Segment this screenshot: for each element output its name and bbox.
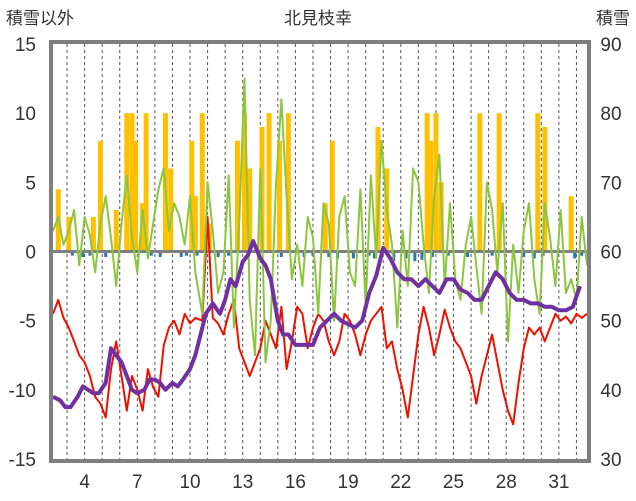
left-ticks: 15 10 5 0 -5 -10 -15	[9, 35, 36, 471]
right-tick-label: 50	[600, 312, 621, 333]
x-ticks: 4 7 10 13 16 19 22 25 28 31	[79, 472, 569, 493]
blue-bar	[580, 251, 584, 256]
orange-bar	[542, 127, 548, 252]
left-tick-label: -15	[9, 450, 36, 471]
blue-bar	[227, 251, 231, 256]
orange-bar	[535, 113, 541, 252]
left-axis-label: 積雪以外	[6, 9, 74, 29]
left-tick-label: -5	[19, 312, 36, 333]
blue-bar	[532, 251, 536, 259]
right-axis-label: 積雪	[596, 9, 630, 29]
x-tick-label: 13	[232, 472, 253, 493]
x-tick-label: 22	[390, 472, 411, 493]
orange-bar	[322, 203, 328, 252]
red-series-line	[52, 215, 588, 426]
blue-bar	[327, 251, 331, 258]
x-tick-label: 25	[443, 472, 464, 493]
orange-bar	[329, 140, 335, 252]
blue-bar	[351, 251, 355, 259]
orange-bar	[477, 113, 483, 252]
left-tick-label: 10	[15, 104, 36, 125]
blue-bar	[404, 251, 408, 259]
orange-bar	[97, 140, 103, 252]
orange-bar	[428, 140, 434, 252]
x-tick-label: 31	[548, 472, 569, 493]
orange-bar	[247, 168, 253, 252]
right-tick-label: 60	[600, 243, 621, 264]
blue-bar	[179, 251, 183, 258]
x-tick-label: 19	[338, 472, 359, 493]
x-tick-label: 16	[285, 472, 306, 493]
blue-bar	[88, 251, 92, 256]
blue-bar	[70, 251, 74, 256]
right-tick-label: 30	[600, 450, 621, 471]
blue-bar	[490, 251, 494, 256]
orange-bar	[568, 196, 574, 252]
blue-bar	[367, 251, 371, 256]
orange-bar	[129, 113, 135, 252]
left-tick-label: 5	[25, 173, 36, 194]
chart-title: 北見枝幸	[284, 9, 352, 29]
blue-bar	[446, 251, 450, 256]
x-tick-label: 28	[496, 472, 517, 493]
right-tick-label: 70	[600, 173, 621, 194]
green-series-line	[52, 77, 588, 364]
orange-bar	[285, 113, 291, 252]
right-ticks: 90 80 70 60 50 40 30	[600, 35, 621, 471]
orange-bar	[234, 140, 240, 252]
blue-bar	[372, 251, 376, 259]
orange-bar	[375, 127, 381, 252]
orange-bar	[143, 113, 149, 252]
right-tick-label: 40	[600, 381, 621, 402]
orange-bar	[90, 216, 96, 252]
blue-bar	[392, 251, 396, 262]
left-tick-label: 15	[15, 35, 36, 56]
blue-bar	[104, 251, 108, 258]
orange-bar	[496, 113, 502, 252]
blue-bar	[158, 251, 162, 258]
left-tick-label: -10	[9, 381, 36, 402]
blue-bar	[522, 251, 526, 258]
blue-bar	[430, 251, 434, 258]
orange-bar	[189, 140, 195, 252]
orange-bar	[424, 113, 430, 252]
orange-bar	[113, 210, 119, 252]
blue-bar	[413, 251, 417, 262]
purple-series-line	[52, 239, 582, 410]
blue-bar	[216, 251, 220, 258]
blue-bar	[420, 251, 424, 260]
left-tick-label: 0	[25, 243, 36, 264]
blue-bar	[149, 251, 153, 256]
orange-bar	[277, 140, 283, 252]
blue-bar	[279, 251, 283, 258]
series-lines	[52, 77, 588, 426]
blue-bar	[195, 251, 199, 256]
blue-bar	[466, 251, 470, 258]
orange-bar	[259, 127, 265, 252]
x-tick-label: 10	[179, 472, 200, 493]
orange-bar	[133, 140, 139, 252]
orange-bar	[192, 196, 198, 252]
plot-frame	[49, 40, 591, 463]
blue-bar	[311, 251, 315, 256]
right-tick-label: 80	[600, 104, 621, 125]
orange-bar	[199, 113, 205, 252]
blue-bar	[185, 251, 188, 256]
orange-bar	[168, 168, 174, 252]
orange-bar	[66, 216, 72, 252]
orange-bar	[266, 113, 272, 252]
blue-bar	[81, 251, 85, 258]
x-tick-label: 4	[79, 472, 90, 493]
orange-bar	[140, 203, 146, 252]
right-tick-label: 90	[600, 35, 621, 56]
orange-bar	[241, 113, 247, 252]
blue-bar	[573, 251, 577, 259]
x-tick-label: 7	[132, 472, 143, 493]
